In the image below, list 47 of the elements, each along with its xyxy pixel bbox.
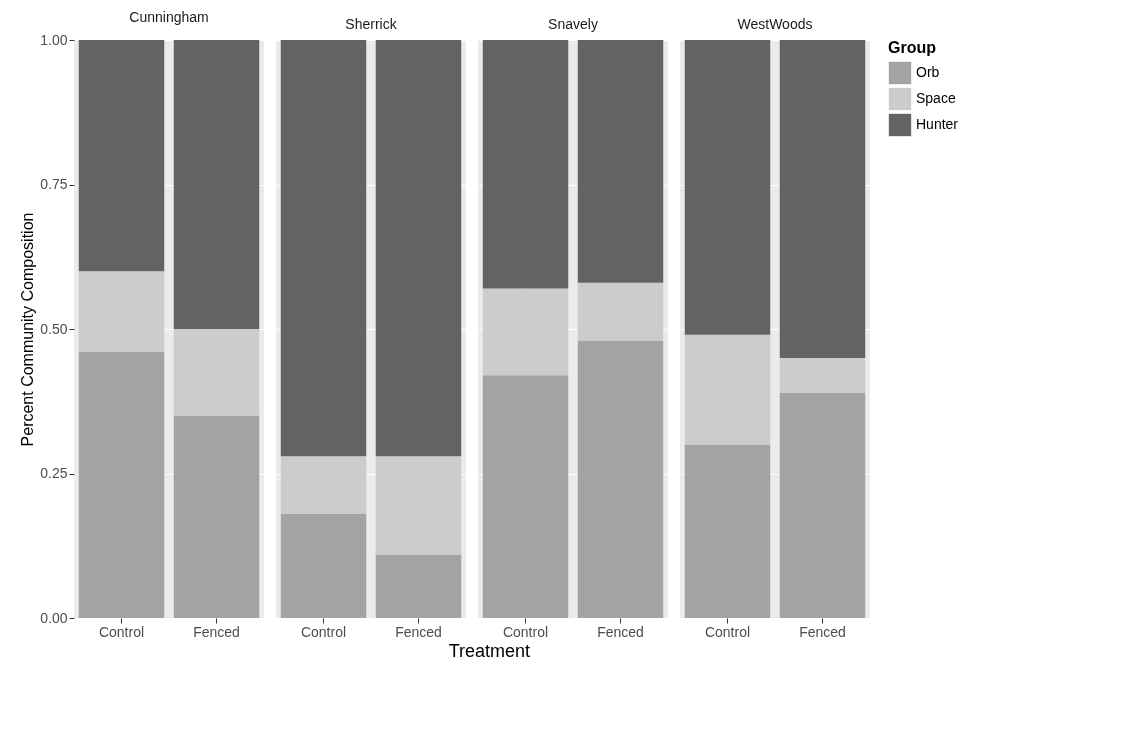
- y-tick-label: 0.50: [40, 320, 68, 337]
- bar: [779, 392, 866, 618]
- x-tick-label: Control: [704, 623, 751, 640]
- legend-label: Orb: [916, 64, 940, 80]
- chart-title: WestWoods: [737, 16, 813, 32]
- bar: [173, 40, 260, 329]
- x-tick-label: Fenced: [395, 623, 442, 640]
- bar: [375, 554, 462, 618]
- bar: [482, 40, 569, 289]
- y-tick-label: 0.75: [40, 176, 68, 192]
- bar: [173, 329, 260, 416]
- chart-title: Cunningham: [129, 9, 209, 25]
- bar: [779, 357, 866, 393]
- y-tick-label: 0.00: [40, 609, 68, 626]
- y-axis-title: Percent Community Composition: [19, 212, 37, 447]
- x-tick-label: Fenced: [799, 623, 846, 640]
- bar: [684, 444, 771, 618]
- bar: [280, 456, 367, 514]
- x-tick-label: Fenced: [193, 623, 240, 640]
- x-tick-label: Control: [98, 623, 145, 640]
- legend-label: Hunter: [916, 116, 959, 132]
- bar: [482, 375, 569, 618]
- y-tick-label: 0.25: [40, 465, 68, 481]
- x-tick-label: Control: [502, 623, 549, 640]
- bar: [779, 40, 866, 358]
- y-tick-label: 1.00: [40, 31, 68, 48]
- bar: [78, 271, 165, 353]
- bar: [577, 40, 664, 283]
- bar: [78, 352, 165, 618]
- bar: [280, 40, 367, 457]
- bar: [280, 513, 367, 618]
- bar: [375, 40, 462, 457]
- bar: [577, 340, 664, 618]
- bar: [173, 415, 260, 618]
- bar: [375, 456, 462, 555]
- x-tick-label: Control: [300, 623, 347, 640]
- chart-title: Sherrick: [345, 16, 398, 32]
- bar: [482, 288, 569, 376]
- bar: [78, 40, 165, 272]
- legend-label: Space: [916, 90, 956, 106]
- x-axis-title: Treatment: [448, 641, 531, 661]
- bar: [684, 334, 771, 445]
- x-tick-label: Fenced: [597, 623, 644, 640]
- bar: [577, 282, 664, 341]
- bar: [684, 40, 771, 335]
- legend-title: Group: [888, 39, 937, 56]
- chart-title: Snavely: [548, 16, 598, 32]
